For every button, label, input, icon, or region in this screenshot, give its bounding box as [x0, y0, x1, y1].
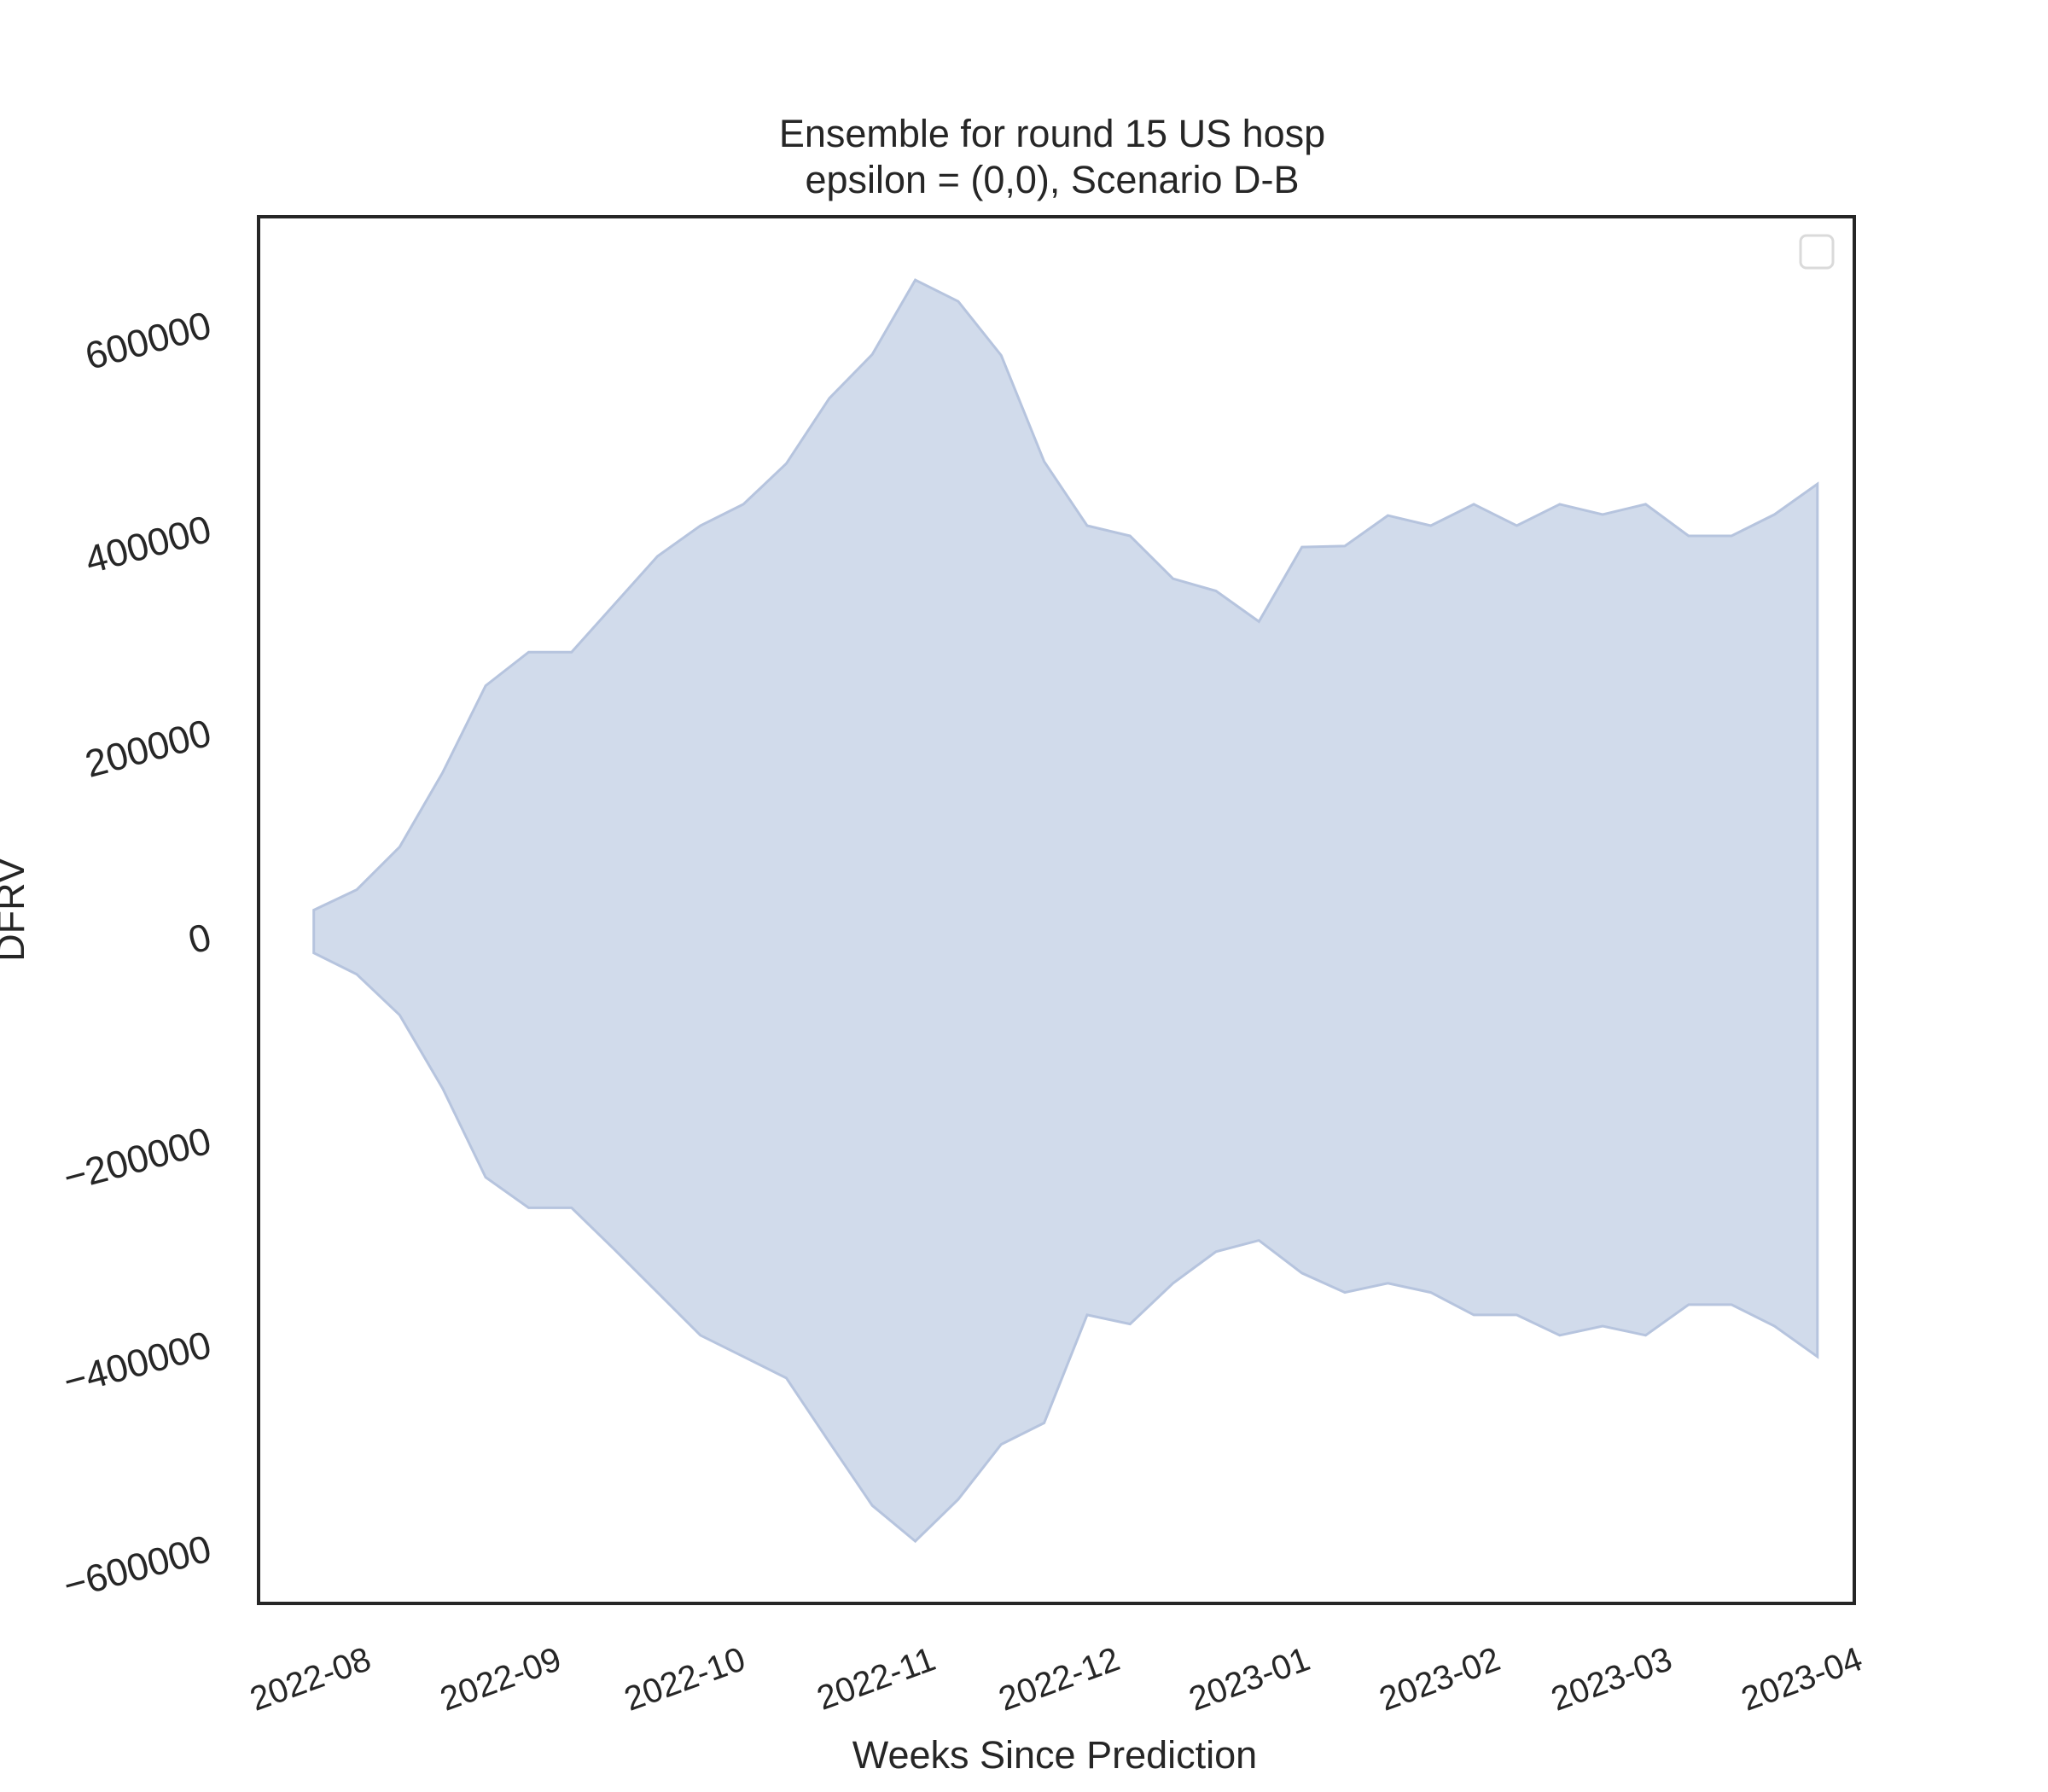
legend-box — [1799, 234, 1835, 270]
x-axis-ticks: 2022-08 2022-09 2022-10 2022-11 2022-12 2023-… — [245, 1640, 1867, 1719]
y-tick-label: 0 — [183, 915, 215, 963]
uncertainty-band-0 — [312, 278, 1819, 1544]
plot-frame — [257, 215, 1856, 1605]
x-tick-label: 2022-09 — [435, 1640, 566, 1719]
chart-title: Ensemble for round 15 US hosp — [779, 112, 1325, 155]
x-tick-label: 2023-01 — [1184, 1640, 1315, 1719]
x-tick-label: 2023-03 — [1546, 1640, 1677, 1719]
x-tick-label: 2023-02 — [1375, 1640, 1505, 1719]
x-tick-label: 2022-08 — [245, 1640, 375, 1719]
area-layer — [312, 278, 1819, 1544]
y-tick-label: −200000 — [59, 1119, 216, 1200]
y-tick-label: 600000 — [80, 303, 215, 378]
chart-subtitle: epsilon = (0,0), Scenario D-B — [805, 158, 1299, 201]
y-axis-label: DFRV — [0, 858, 32, 962]
y-tick-label: −600000 — [59, 1527, 216, 1608]
y-tick-label: −400000 — [59, 1323, 216, 1404]
x-axis-label: Weeks Since Prediction — [852, 1733, 1257, 1777]
y-tick-label: 400000 — [80, 507, 215, 582]
x-tick-label: 2023-04 — [1737, 1640, 1867, 1719]
x-tick-label: 2022-12 — [994, 1640, 1125, 1719]
y-axis-ticks: −600000 −400000 −200000 0 200000 400000 600000 — [59, 303, 216, 1608]
x-tick-label: 2022-11 — [812, 1640, 940, 1718]
x-tick-label: 2022-10 — [620, 1640, 750, 1719]
y-tick-label: 200000 — [80, 711, 215, 786]
